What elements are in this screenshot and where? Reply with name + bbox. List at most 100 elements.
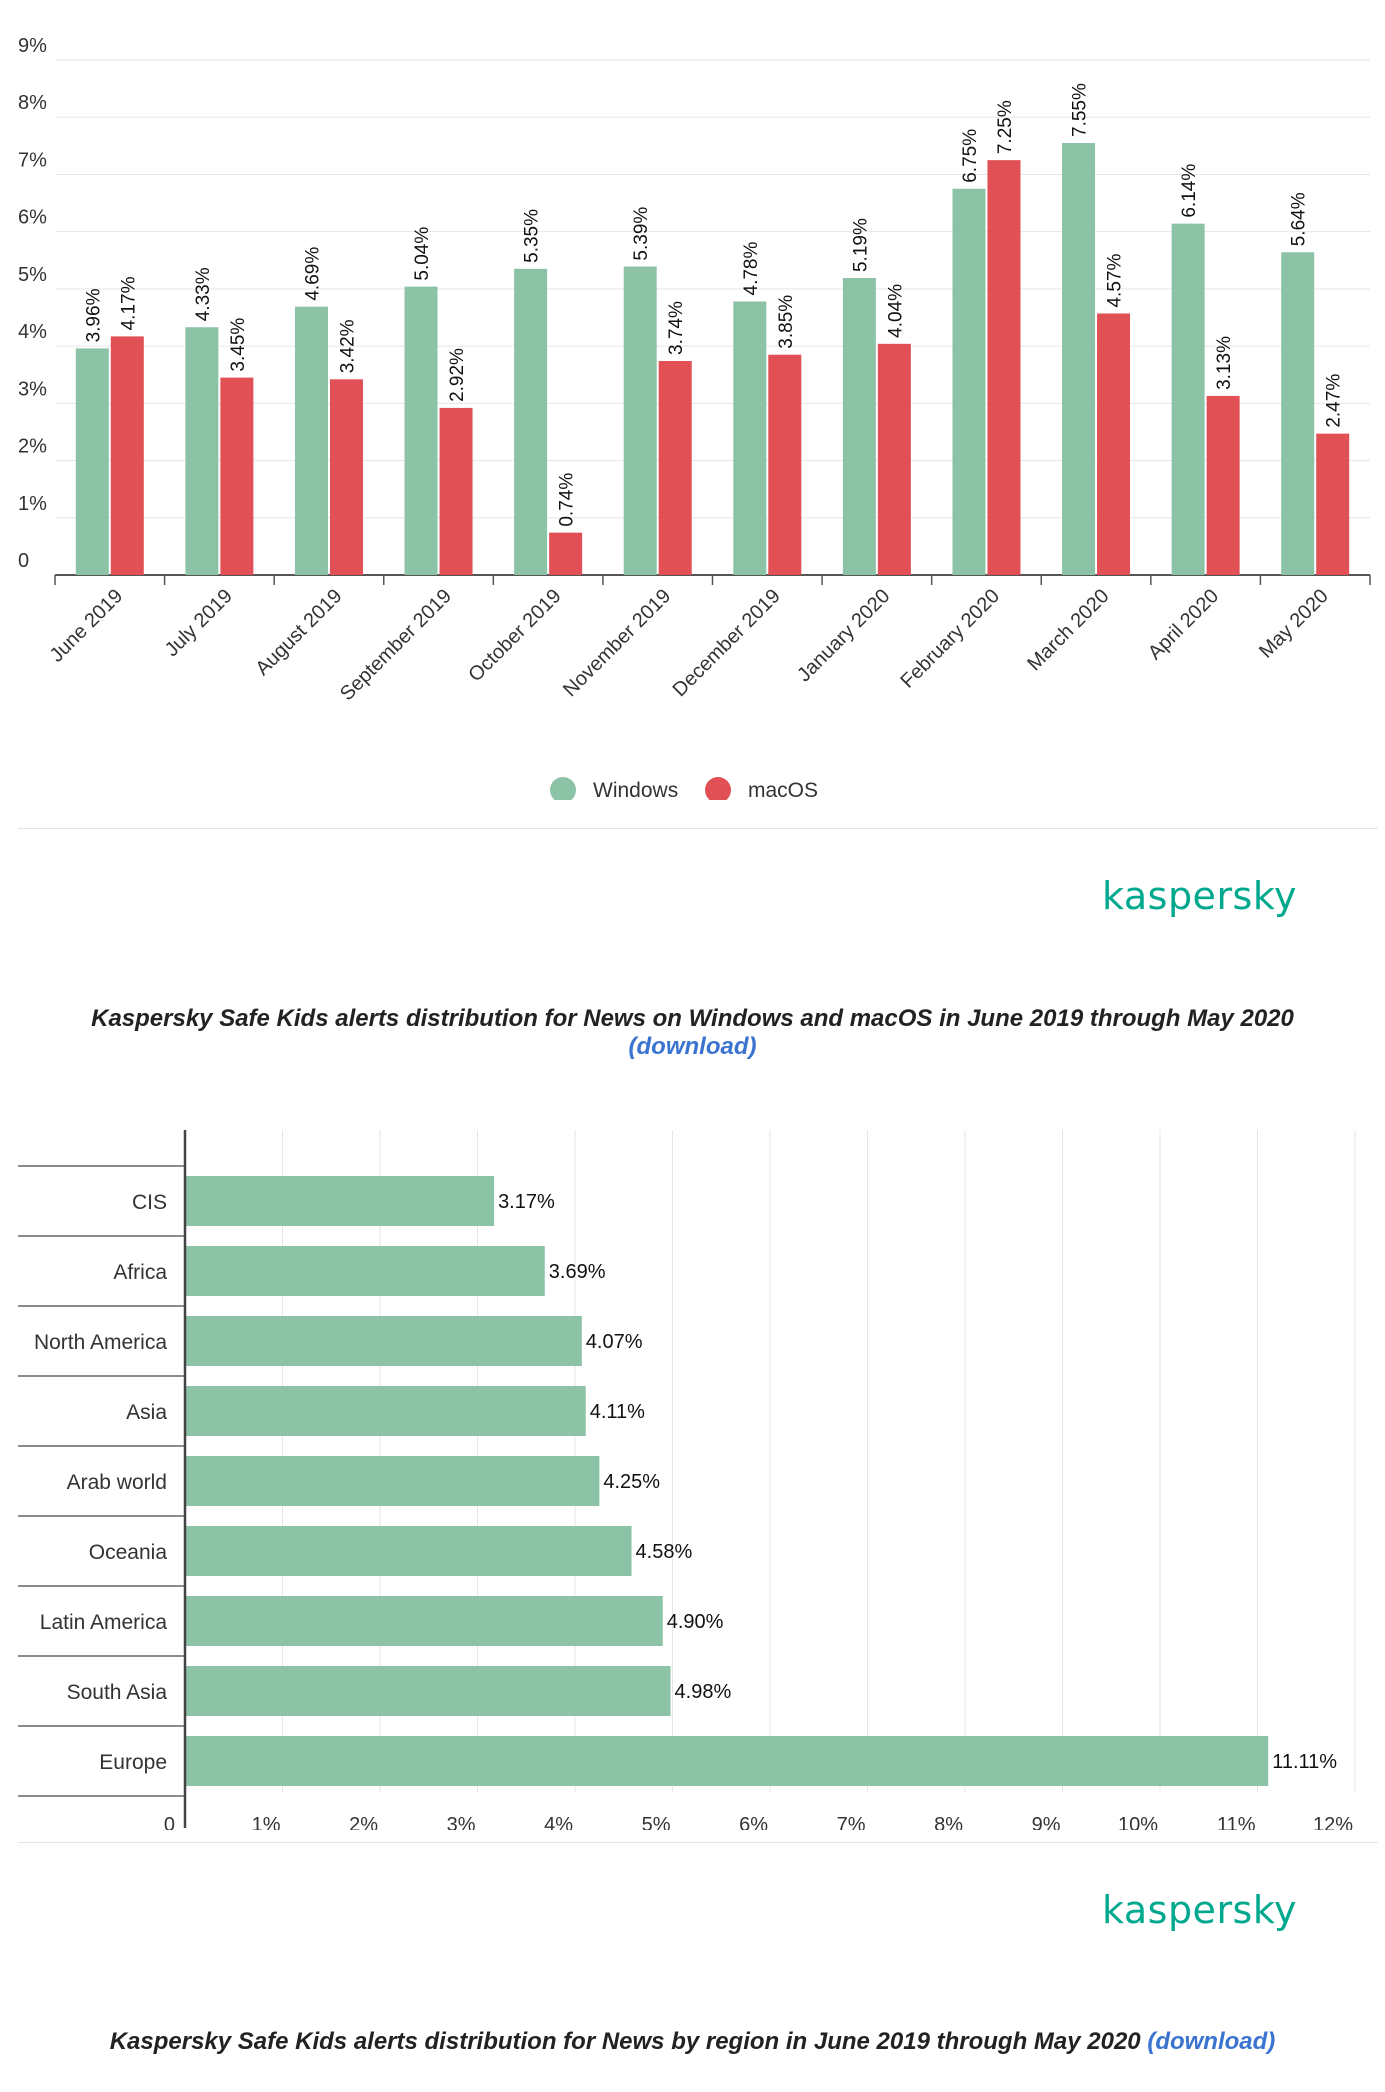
bar-macos xyxy=(877,343,911,575)
x-tick-label: 0 xyxy=(164,1814,175,1830)
bar-macos xyxy=(1206,395,1240,575)
bar-macos xyxy=(439,407,473,575)
x-tick-label: January 2020 xyxy=(793,585,894,686)
bar-macos xyxy=(549,532,583,575)
bar-macos xyxy=(1316,433,1350,575)
monthly-bar-chart: 0 1% 2% 3% 4% 5% 6% 7% 8% 9% 3.96% 4.17% June 2019 4.… xyxy=(18,35,1371,800)
bar-region xyxy=(186,1246,545,1296)
y-tick-label: 4% xyxy=(18,321,47,343)
bar-macos xyxy=(220,377,254,575)
y-tick-label: 9% xyxy=(18,35,47,57)
x-tick-label: October 2019 xyxy=(464,585,565,686)
kaspersky-logo-1: kaspersky xyxy=(1102,874,1297,918)
bar-region xyxy=(186,1596,663,1646)
data-label: 4.58% xyxy=(636,1541,693,1563)
x-tick-label: 2% xyxy=(349,1814,378,1830)
x-tick-label: 1% xyxy=(252,1814,281,1830)
x-tick-label: August 2019 xyxy=(252,585,347,680)
data-label-macos: 3.85% xyxy=(776,295,797,349)
x-tick-label: November 2019 xyxy=(559,585,675,701)
y-tick-label: 6% xyxy=(18,207,47,229)
data-label: 3.69% xyxy=(549,1261,606,1283)
data-label-windows: 4.69% xyxy=(302,247,323,301)
y-category-label: CIS xyxy=(132,1191,167,1214)
data-label: 4.07% xyxy=(586,1331,643,1353)
bar-macos xyxy=(329,379,363,575)
bar-windows xyxy=(75,348,109,575)
y-tick-label: 7% xyxy=(18,149,47,171)
x-tick-label: May 2020 xyxy=(1255,585,1333,663)
bar-windows xyxy=(623,266,657,575)
bar-region xyxy=(186,1526,632,1576)
y-category-label: North America xyxy=(34,1331,167,1354)
data-label-windows: 5.35% xyxy=(522,209,543,263)
bar-region xyxy=(186,1456,600,1506)
bar-macos xyxy=(768,354,802,575)
y-category-label: Arab world xyxy=(67,1471,167,1494)
y-category-label: Africa xyxy=(113,1261,167,1284)
x-tick-label: April 2020 xyxy=(1144,585,1223,664)
bar-region xyxy=(186,1666,671,1716)
bar-region xyxy=(186,1386,586,1436)
bar-macos xyxy=(987,160,1021,575)
legend-label-windows: Windows xyxy=(593,779,678,800)
bar-macos xyxy=(1097,313,1131,575)
data-label-macos: 4.04% xyxy=(885,284,906,338)
data-label-windows: 3.96% xyxy=(83,288,104,342)
data-label-macos: 2.92% xyxy=(447,348,468,402)
data-label: 11.11% xyxy=(1272,1751,1337,1773)
y-tick-label: 2% xyxy=(18,436,47,458)
x-tick-label: 4% xyxy=(544,1814,573,1830)
x-tick-label: 10% xyxy=(1118,1814,1158,1830)
x-tick-label: 9% xyxy=(1032,1814,1061,1830)
legend-swatch-macos xyxy=(705,777,731,800)
x-tick-label: June 2019 xyxy=(46,585,128,667)
y-tick-label: 3% xyxy=(18,378,47,400)
y-category-label: Asia xyxy=(126,1401,167,1424)
x-tick-label: 5% xyxy=(642,1814,671,1830)
x-tick-label: 3% xyxy=(447,1814,476,1830)
bar-region xyxy=(186,1316,582,1366)
x-tick-label: December 2019 xyxy=(669,585,785,701)
data-label-macos: 3.45% xyxy=(228,318,249,372)
legend-label-macos: macOS xyxy=(748,779,818,800)
bar-windows xyxy=(514,268,548,575)
kaspersky-logo-2: kaspersky xyxy=(1102,1888,1297,1932)
caption-1: Kaspersky Safe Kids alerts distribution … xyxy=(0,1005,1385,1061)
data-label-windows: 5.39% xyxy=(631,207,652,261)
data-label-macos: 7.25% xyxy=(995,100,1016,154)
data-label: 4.11% xyxy=(590,1401,645,1423)
data-label-macos: 2.47% xyxy=(1324,374,1345,428)
x-tick-label: 6% xyxy=(739,1814,768,1830)
caption-2: Kaspersky Safe Kids alerts distribution … xyxy=(0,2028,1385,2056)
data-label-windows: 4.33% xyxy=(193,267,214,321)
bar-region xyxy=(186,1736,1269,1786)
x-tick-label: September 2019 xyxy=(336,585,456,705)
x-tick-label: 12% xyxy=(1313,1814,1353,1830)
bar-windows xyxy=(404,286,438,575)
bar-region xyxy=(186,1176,495,1226)
data-label-macos: 4.57% xyxy=(1105,254,1126,308)
download-link-1[interactable]: (download) xyxy=(628,1033,757,1060)
y-tick-label: 8% xyxy=(18,92,47,114)
legend-swatch-windows xyxy=(550,777,576,800)
x-tick-label: July 2019 xyxy=(161,585,237,661)
bar-macos xyxy=(110,336,144,575)
data-label-windows: 5.19% xyxy=(850,218,871,272)
x-tick-label: March 2020 xyxy=(1023,585,1113,675)
y-tick-label: 0 xyxy=(18,550,29,572)
bar-windows xyxy=(1171,223,1205,575)
bar-macos xyxy=(658,360,692,575)
download-link-2[interactable]: (download) xyxy=(1147,2028,1276,2055)
caption-1-text: Kaspersky Safe Kids alerts distribution … xyxy=(91,1005,1294,1032)
y-tick-label: 1% xyxy=(18,493,47,515)
data-label: 3.17% xyxy=(498,1191,555,1213)
data-label: 4.25% xyxy=(603,1471,660,1493)
caption-2-text: Kaspersky Safe Kids alerts distribution … xyxy=(109,2028,1141,2055)
data-label-macos: 3.42% xyxy=(337,319,358,373)
bar-windows xyxy=(952,188,986,575)
x-tick-label: February 2020 xyxy=(896,585,1004,693)
data-label: 4.98% xyxy=(675,1681,732,1703)
data-label-windows: 6.14% xyxy=(1179,164,1200,218)
data-label-windows: 4.78% xyxy=(741,241,762,295)
